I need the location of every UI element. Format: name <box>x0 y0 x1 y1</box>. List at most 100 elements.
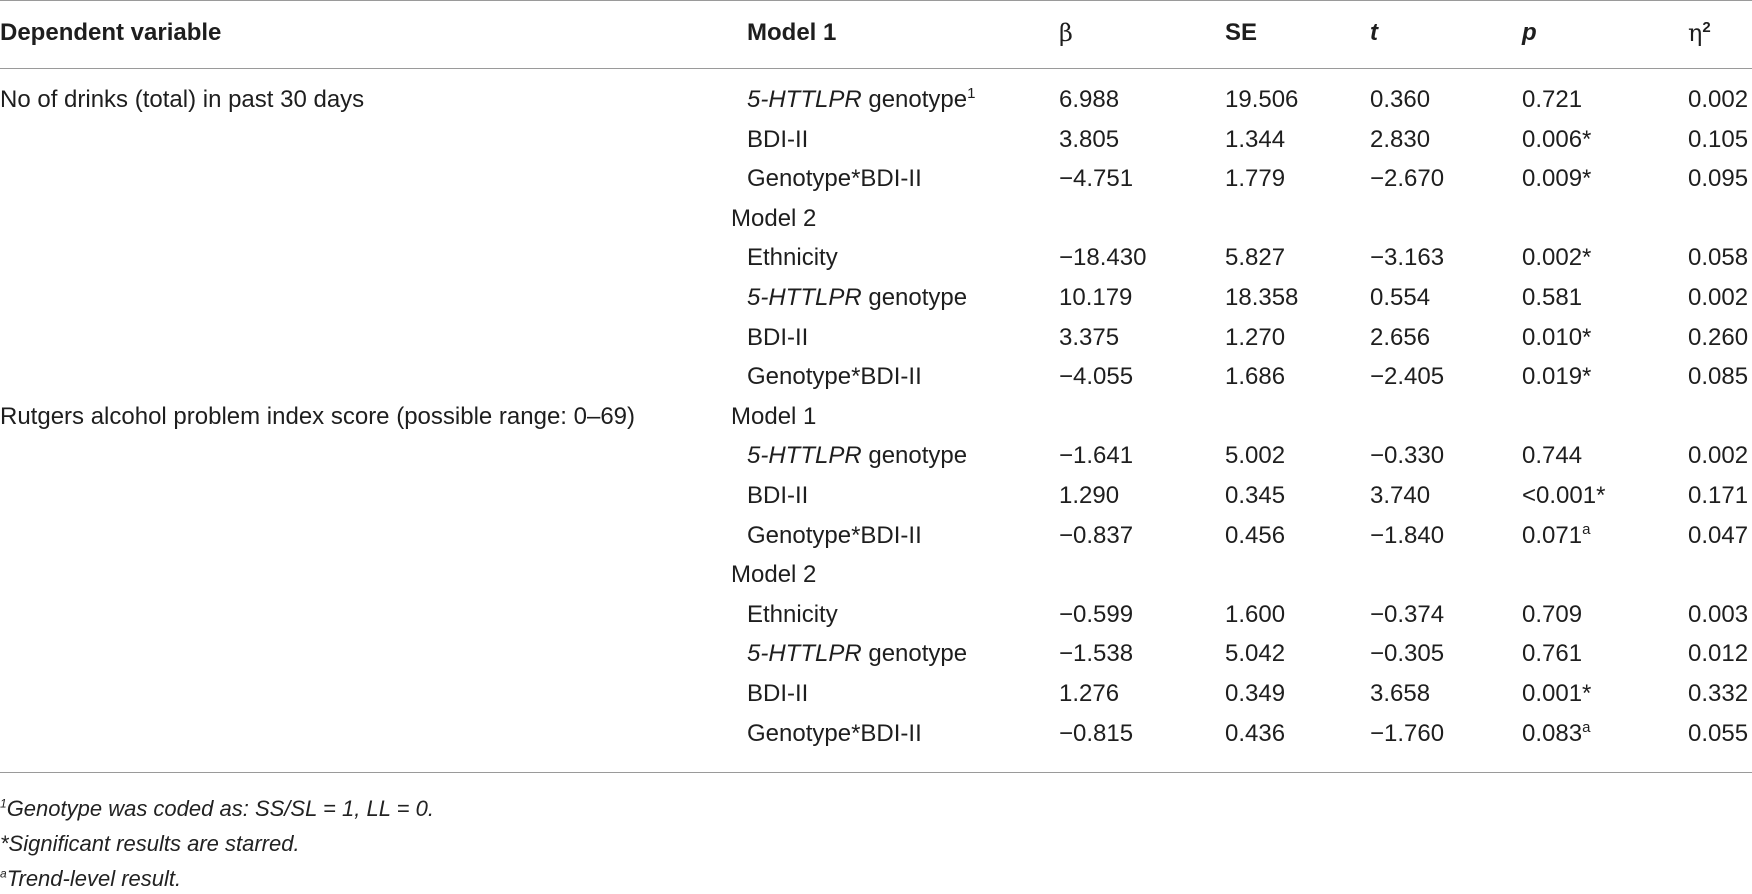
beta-cell: 1.290 <box>1059 482 1120 509</box>
predictor-superscript: 1 <box>967 85 976 102</box>
predictor-label: genotype <box>861 86 968 113</box>
beta-cell: −0.837 <box>1059 521 1134 549</box>
predictor-label: BDI-II <box>747 482 809 509</box>
se-cell: 19.506 <box>1225 86 1299 113</box>
eta-cell: 0.260 <box>1688 323 1749 351</box>
p-superscript: a <box>1582 718 1591 736</box>
p-value: 0.581 <box>1522 284 1583 311</box>
predictor-gene: 5-HTTLPR <box>747 442 862 470</box>
dependent-variable-cell: Rutgers alcohol problem index score (pos… <box>0 402 636 430</box>
eta-cell: 0.012 <box>1688 640 1749 668</box>
predictor-cell: 5-HTTLPR genotype <box>747 634 967 674</box>
t-cell: −1.840 <box>1370 521 1445 549</box>
t-cell: −0.330 <box>1370 442 1445 470</box>
beta-cell: 3.805 <box>1059 125 1120 153</box>
predictor-cell: BDI-II <box>747 476 808 516</box>
table-row: Genotype*BDI-II −4.751 1.779 −2.670 0.009* 0.… <box>0 159 1752 199</box>
se-cell: 5.827 <box>1225 244 1286 272</box>
beta-cell: −4.055 <box>1059 363 1134 391</box>
p-value: 0.009* <box>1522 165 1592 193</box>
footnote-marker: 1 <box>0 796 7 811</box>
se-cell: 1.686 <box>1225 363 1286 391</box>
predictor-label: genotype <box>861 640 968 668</box>
footnote-text: Trend-level result. <box>6 866 182 891</box>
header-dependent-variable: Dependent variable <box>0 19 222 46</box>
table-row: BDI-II 3.375 1.270 2.656 0.010* 0.260 <box>0 318 1752 358</box>
predictor-cell: BDI-II <box>747 318 808 358</box>
predictor-label: Genotype*BDI-II <box>747 165 922 193</box>
eta-cell: 0.171 <box>1688 482 1749 509</box>
model-label-cell: Model 2 <box>731 204 817 232</box>
predictor-gene: 5-HTTLPR <box>747 640 862 668</box>
eta-cell: 0.058 <box>1688 244 1749 272</box>
se-cell: 1.344 <box>1225 125 1286 153</box>
t-cell: 2.830 <box>1370 125 1431 153</box>
p-cell: 0.761 <box>1522 634 1582 674</box>
t-cell: −2.670 <box>1370 165 1445 193</box>
p-cell: <0.001* <box>1522 476 1605 516</box>
table-row: Rutgers alcohol problem index score (pos… <box>0 397 1752 437</box>
p-value: 0.744 <box>1522 442 1583 470</box>
eta-cell: 0.095 <box>1688 165 1749 193</box>
predictor-cell: Genotype*BDI-II <box>747 714 922 754</box>
predictor-cell: BDI-II <box>747 120 808 160</box>
p-cell: 0.071a <box>1522 516 1590 556</box>
predictor-label: Genotype*BDI-II <box>747 363 922 391</box>
eta-cell: 0.055 <box>1688 719 1749 747</box>
eta-cell: 0.003 <box>1688 600 1749 628</box>
eta-cell: 0.002 <box>1688 284 1749 311</box>
table-row: Genotype*BDI-II −0.837 0.456 −1.840 0.071a 0.… <box>0 516 1752 556</box>
predictor-label: BDI-II <box>747 125 809 153</box>
predictor-cell: 5-HTTLPR genotype <box>747 436 967 476</box>
footnote-marker: a <box>0 866 7 881</box>
predictor-label: BDI-II <box>747 323 809 351</box>
footnote: *Significant results are starred. <box>0 829 300 859</box>
beta-cell: −4.751 <box>1059 165 1134 193</box>
p-value: <0.001* <box>1522 482 1606 509</box>
p-value: 0.709 <box>1522 600 1583 628</box>
predictor-cell: BDI-II <box>747 674 808 714</box>
predictor-label: Genotype*BDI-II <box>747 521 922 549</box>
beta-cell: −1.641 <box>1059 442 1134 470</box>
t-cell: −0.305 <box>1370 640 1445 668</box>
se-cell: 0.345 <box>1225 482 1286 509</box>
beta-cell: −18.430 <box>1059 244 1147 272</box>
table-row: No of drinks (total) in past 30 days 5-HT… <box>0 80 1752 120</box>
table-header: Dependent variable Model 1 β SE t p η2 <box>0 11 1752 55</box>
predictor-cell: Genotype*BDI-II <box>747 159 922 199</box>
predictor-label: Genotype*BDI-II <box>747 719 922 747</box>
predictor-label: BDI-II <box>747 680 809 707</box>
predictor-cell: Genotype*BDI-II <box>747 516 922 556</box>
predictor-label: genotype <box>861 284 968 311</box>
t-cell: 0.554 <box>1370 284 1431 311</box>
eta-cell: 0.105 <box>1688 125 1749 153</box>
predictor-label: Ethnicity <box>747 600 838 628</box>
p-value: 0.071 <box>1522 521 1583 549</box>
t-cell: 2.656 <box>1370 323 1431 351</box>
model-label-cell: Model 2 <box>731 561 817 589</box>
p-value: 0.010* <box>1522 323 1592 351</box>
se-cell: 18.358 <box>1225 284 1299 311</box>
beta-cell: −1.538 <box>1059 640 1134 668</box>
beta-cell: 1.276 <box>1059 680 1120 707</box>
p-value: 0.083 <box>1522 719 1583 747</box>
p-cell: 0.001* <box>1522 674 1591 714</box>
predictor-cell: 5-HTTLPR genotype <box>747 278 967 318</box>
se-cell: 1.600 <box>1225 600 1286 628</box>
table-row: BDI-II 1.290 0.345 3.740 <0.001* 0.171 <box>0 476 1752 516</box>
t-cell: 3.658 <box>1370 680 1431 707</box>
p-cell: 0.019* <box>1522 357 1591 397</box>
p-cell: 0.006* <box>1522 120 1591 160</box>
table-row: Ethnicity −0.599 1.600 −0.374 0.709 0.003 <box>0 595 1752 635</box>
p-cell: 0.721 <box>1522 80 1582 120</box>
beta-cell: 3.375 <box>1059 323 1120 351</box>
dependent-variable-cell: No of drinks (total) in past 30 days <box>0 86 365 113</box>
table-row: BDI-II 3.805 1.344 2.830 0.006* 0.105 <box>0 120 1752 160</box>
p-cell: 0.744 <box>1522 436 1582 476</box>
t-cell: −0.374 <box>1370 600 1445 628</box>
se-cell: 1.270 <box>1225 323 1286 351</box>
predictor-cell: Genotype*BDI-II <box>747 357 922 397</box>
table-bottom-rule <box>0 772 1752 773</box>
footnote-text: Genotype was coded as: SS/SL = 1, LL = 0… <box>6 796 434 821</box>
se-cell: 0.349 <box>1225 680 1286 707</box>
